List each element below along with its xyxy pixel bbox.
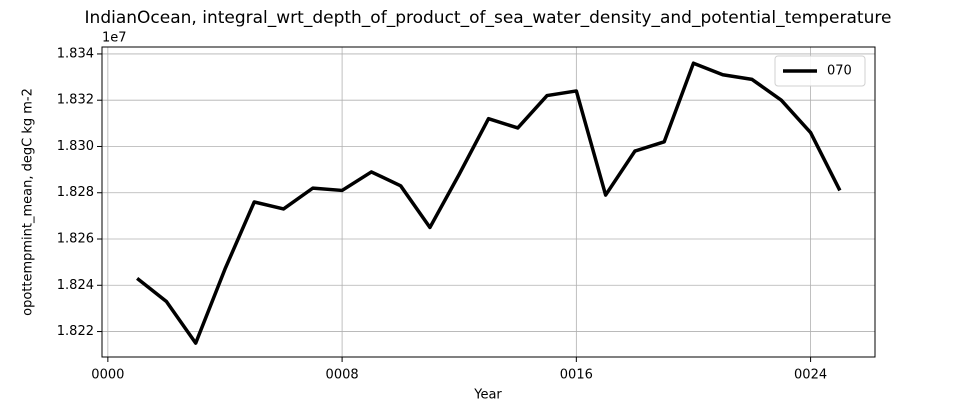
plot-frame xyxy=(101,46,876,358)
legend-label: 070 xyxy=(827,64,852,79)
y-tick-label: 1.828 xyxy=(57,185,94,200)
x-tick-label: 0008 xyxy=(326,368,359,383)
x-tick-label: 0024 xyxy=(794,368,827,383)
y-tick-label: 1.824 xyxy=(57,278,94,293)
data-line xyxy=(136,61,842,345)
chart-title: IndianOcean, integral_wrt_depth_of_produ… xyxy=(85,8,892,28)
y-tick-label: 1.822 xyxy=(57,324,94,339)
x-tick-label: 0000 xyxy=(91,368,124,383)
x-axis-label: Year xyxy=(473,388,502,403)
y-tick-label: 1.832 xyxy=(57,93,94,108)
y-axis-label: opottempmint_mean, degC kg m-2 xyxy=(21,88,36,316)
y-tick-label: 1.826 xyxy=(57,232,94,247)
x-tick-label: 0016 xyxy=(560,368,593,383)
y-offset-label: 1e7 xyxy=(102,31,127,46)
legend-box xyxy=(774,55,866,87)
y-tick-label: 1.834 xyxy=(57,46,94,61)
y-tick-label: 1.830 xyxy=(57,139,94,154)
